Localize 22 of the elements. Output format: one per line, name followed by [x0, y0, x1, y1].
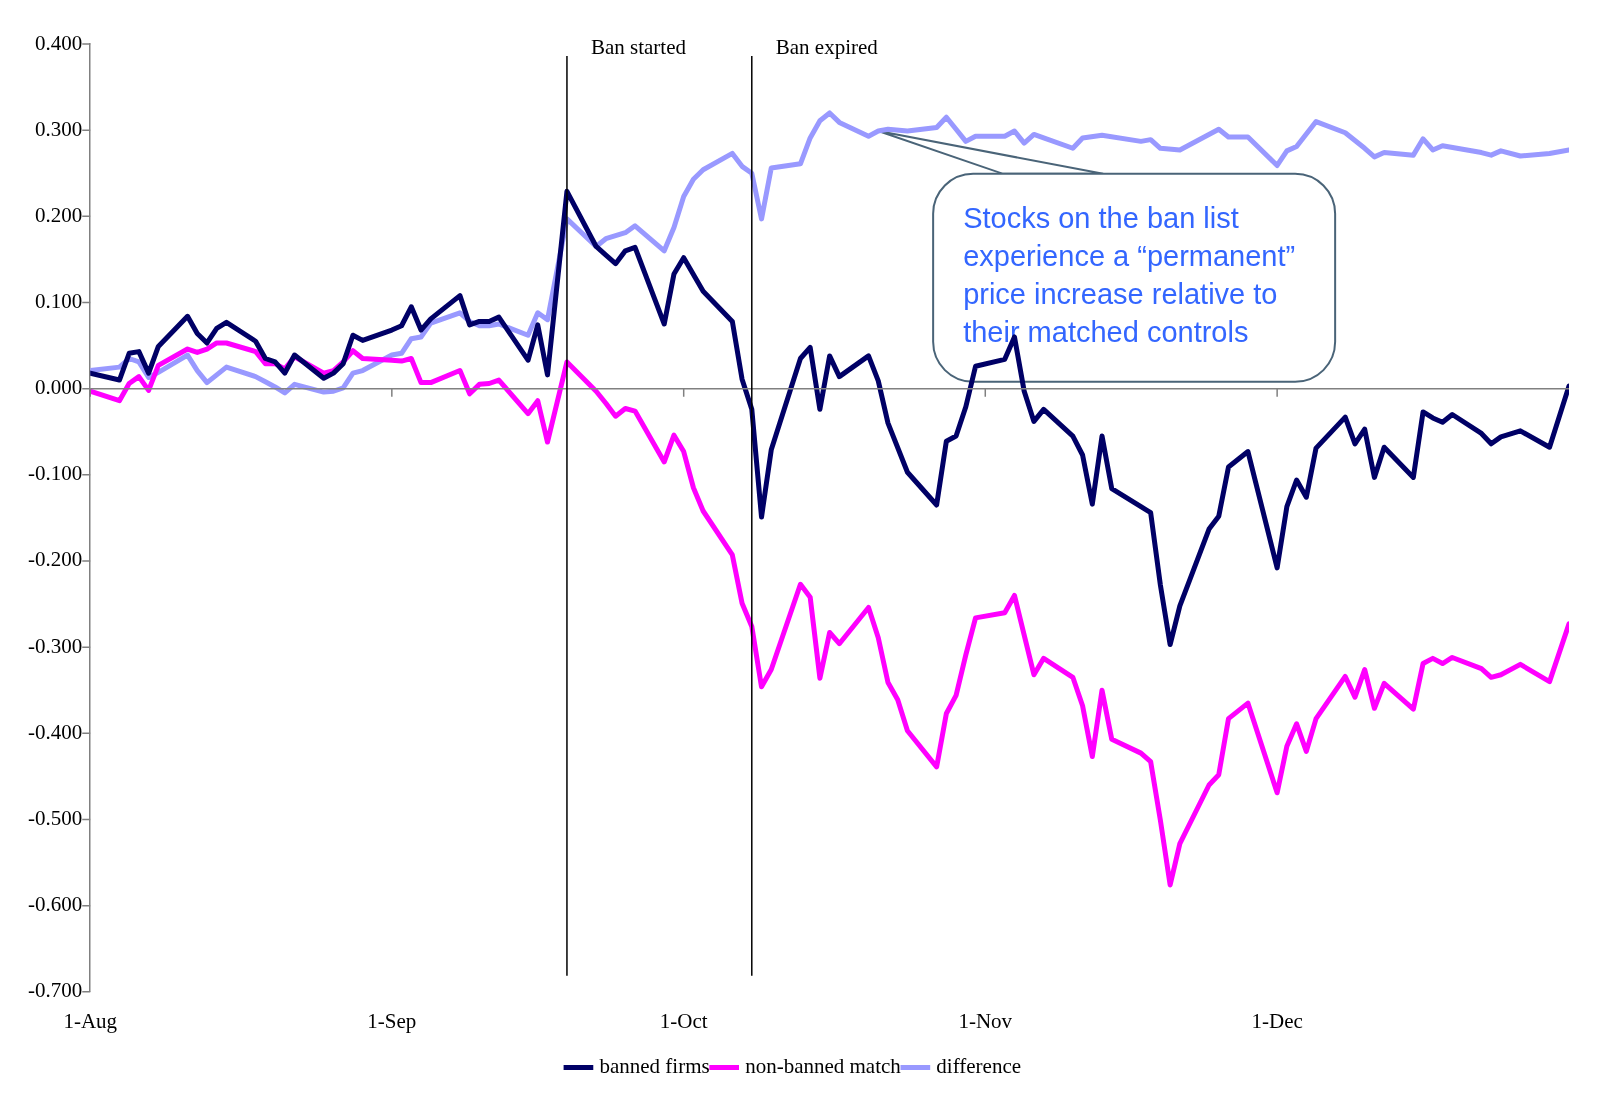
y-tick-label: 0.200 [34, 202, 83, 227]
x-tick-label: 1-Dec [1251, 1008, 1303, 1033]
y-tick-label: -0.200 [27, 547, 83, 572]
ref-line-label: Ban started [590, 35, 687, 60]
y-tick-label: -0.100 [27, 461, 83, 486]
legend-label: banned firms [599, 1054, 710, 1079]
ref-line-label: Ban expired [775, 35, 879, 60]
y-tick-label: 0.000 [34, 375, 83, 400]
x-tick-label: 1-Aug [63, 1008, 118, 1033]
y-tick-label: -0.500 [27, 805, 83, 830]
y-tick-label: 0.400 [34, 30, 83, 55]
y-tick-label: -0.700 [27, 978, 83, 1003]
y-tick-label: -0.300 [27, 633, 83, 658]
x-tick-label: 1-Nov [958, 1008, 1013, 1033]
x-tick-label: 1-Sep [367, 1008, 417, 1033]
legend-label: difference [936, 1054, 1022, 1079]
y-tick-label: -0.600 [27, 892, 83, 917]
x-tick-label: 1-Oct [659, 1008, 708, 1033]
y-tick-label: -0.400 [27, 719, 83, 744]
legend-label: non-banned match [745, 1054, 902, 1079]
y-tick-label: 0.300 [34, 116, 83, 141]
y-tick-label: 0.100 [34, 289, 83, 314]
